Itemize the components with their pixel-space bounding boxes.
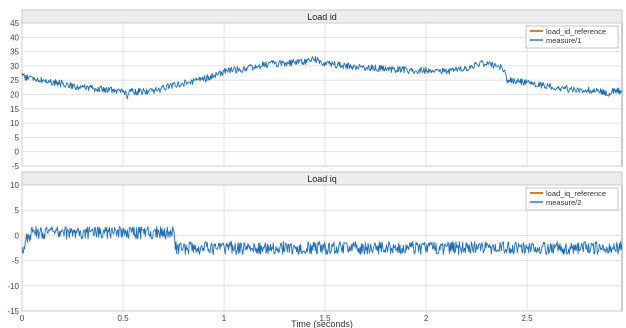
legend-entry-label: load_id_reference <box>546 27 606 36</box>
x-tick-label: 0 <box>20 314 25 323</box>
x-tick-label: 0.5 <box>117 314 129 323</box>
y-tick-label: -15 <box>7 307 19 316</box>
y-tick-label: -5 <box>12 257 20 266</box>
y-tick-label: -10 <box>7 282 19 291</box>
y-tick-label: 45 <box>10 19 19 28</box>
x-tick-label: 1 <box>222 314 227 323</box>
y-tick-label: 0 <box>15 148 20 157</box>
y-tick-label: 40 <box>10 33 19 42</box>
legend-box <box>525 25 619 49</box>
series-line-measure-2 <box>21 225 623 255</box>
x-axis-label: Time (seconds) <box>291 319 353 328</box>
y-tick-label: 0 <box>15 231 20 240</box>
legend-entry-label: measure/2 <box>546 198 581 207</box>
y-tick-label: 25 <box>10 76 19 85</box>
plot-title: Load iq <box>307 174 337 184</box>
y-tick-label: 5 <box>15 206 20 215</box>
plot-load-id: Load id -5 0 5 10 15 20 25 30 35 40 45 load_id_refer… <box>10 9 623 171</box>
x-tick-label: 1.5 <box>319 314 331 323</box>
y-tick-label: 15 <box>10 105 19 114</box>
plot-title: Load id <box>307 12 337 22</box>
series-line-measure-1 <box>21 55 623 100</box>
x-tick-label: 2.5 <box>521 314 533 323</box>
y-tick-label: -5 <box>12 162 20 171</box>
legend-entry-label: load_iq_reference <box>546 189 606 198</box>
y-tick-label: 20 <box>10 91 19 100</box>
legend-entry-label: measure/1 <box>546 36 581 45</box>
y-tick-label: 35 <box>10 48 19 57</box>
y-tick-label: 5 <box>15 133 20 142</box>
y-tick-label: 30 <box>10 62 19 71</box>
legend-box <box>525 187 619 211</box>
y-tick-label: 10 <box>10 119 19 128</box>
y-tick-label: 10 <box>10 181 19 190</box>
plot-load-iq: Load iq -15 -10 -5 0 5 10 0 0.5 1 1.5 2 2.5 load_iq_r… <box>7 171 623 328</box>
x-tick-label: 2 <box>424 314 429 323</box>
